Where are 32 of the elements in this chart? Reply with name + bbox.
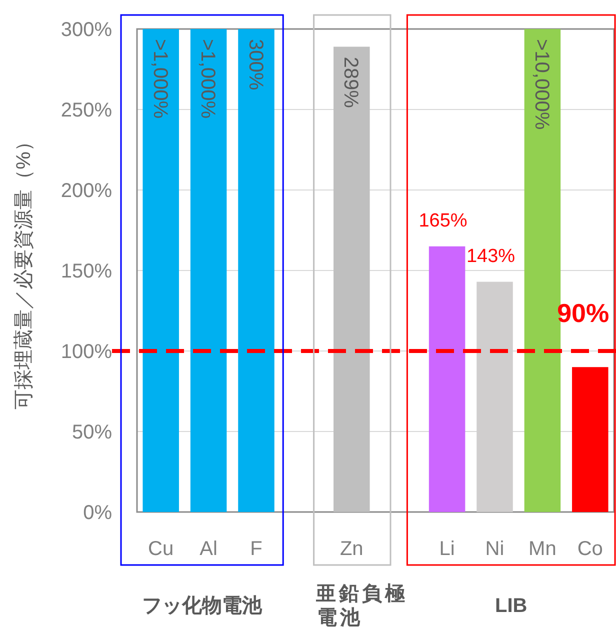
x-tick-label: Cu — [148, 538, 174, 560]
x-tick-label: Li — [439, 538, 455, 560]
y-tick-label: 150% — [60, 260, 112, 282]
bar — [190, 29, 227, 512]
data-label: >1,000% — [196, 39, 219, 119]
y-tick-label: 200% — [60, 180, 112, 202]
x-tick-label: Zn — [340, 538, 364, 560]
y-axis-title: 可採埋蔵量／必要資源量（%） — [13, 132, 35, 410]
y-tick-label: 0% — [83, 502, 112, 524]
data-label: 300% — [244, 39, 266, 90]
text: 亜鉛負極電池 — [315, 583, 408, 628]
y-tick-label: 50% — [72, 422, 112, 444]
bar — [142, 29, 179, 512]
data-label: 165% — [418, 210, 468, 232]
text: LIB — [494, 595, 528, 617]
bar — [238, 29, 274, 512]
bar — [572, 367, 608, 512]
data-label: 143% — [466, 246, 516, 267]
x-tick-label: Mn — [528, 538, 556, 560]
data-label: >10,000% — [530, 39, 552, 130]
y-tick-label: 100% — [60, 341, 112, 363]
data-label: 289% — [340, 56, 362, 108]
bar — [334, 46, 370, 512]
bar — [428, 246, 466, 512]
x-tick-label: Ni — [485, 538, 504, 560]
text: フッ化物電池 — [142, 595, 264, 617]
y-tick-label: 300% — [60, 19, 112, 41]
data-label: >1,000% — [148, 39, 171, 119]
x-tick-label: F — [250, 538, 262, 560]
x-tick-label: Co — [577, 538, 603, 560]
y-tick-label: 250% — [60, 100, 112, 122]
x-tick-label: Al — [200, 538, 218, 560]
